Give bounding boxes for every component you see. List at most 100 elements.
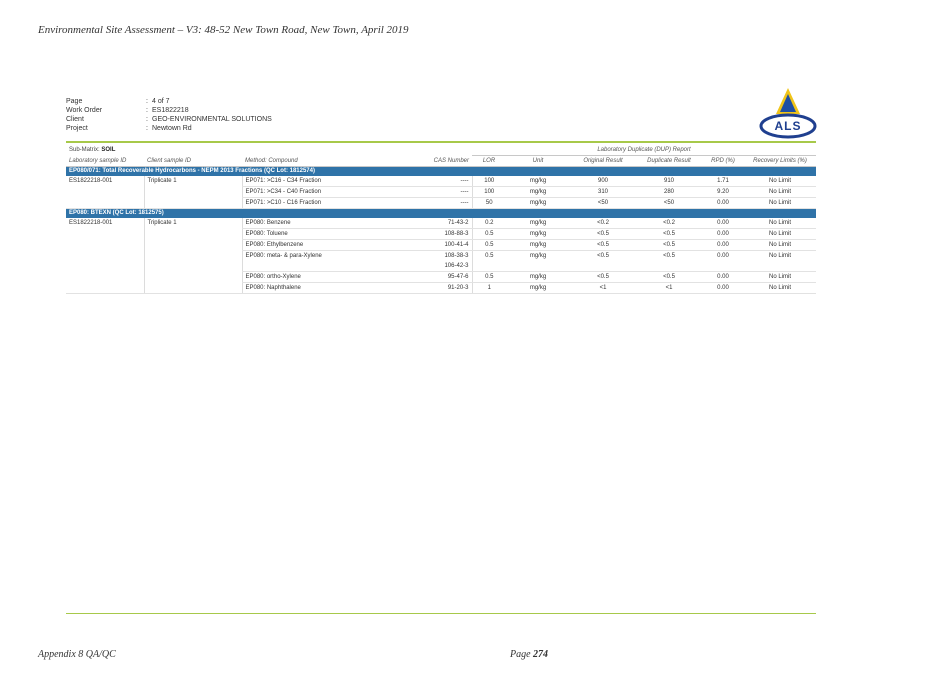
unit: mg/kg xyxy=(529,253,547,259)
meta-value: GEO-ENVIRONMENTAL SOLUTIONS xyxy=(152,116,272,123)
logo-text: ALS xyxy=(774,119,802,133)
recovery-limits: No Limit xyxy=(744,197,816,209)
client-sample-id: Triplicate 1 xyxy=(143,176,242,209)
recovery-limits: No Limit xyxy=(744,228,816,240)
unit: mg/kg xyxy=(506,228,570,240)
unit: mg/kg xyxy=(506,186,570,198)
original-result: <0.5 xyxy=(570,228,636,240)
cas-number: 91-20-3 xyxy=(372,282,472,294)
meta-row-work-order: Work Order : ES1822218 xyxy=(66,107,189,114)
original-result: <0.2 xyxy=(570,218,636,229)
caption-row: Sub-Matrix: SOIL Laboratory Duplicate (D… xyxy=(66,145,816,156)
lab-sample-id: ES1822218-001 xyxy=(66,218,144,294)
report-caption: Laboratory Duplicate (DUP) Report xyxy=(472,145,816,156)
duplicate-result: <0.2 xyxy=(636,218,702,229)
cas-number: ---- xyxy=(372,176,472,187)
duplicate-result: <0.5 xyxy=(636,271,702,283)
meta-label: Page xyxy=(66,98,83,105)
rpd: 0.00 xyxy=(702,271,744,283)
meta-label: Project xyxy=(66,125,88,132)
duplicate-result: <0.5 xyxy=(636,239,702,251)
lor: 0.5 xyxy=(471,250,506,261)
lor: 0.5 xyxy=(471,228,506,240)
cas-number: 108-88-3 xyxy=(372,228,472,240)
footer-page-label: Page xyxy=(510,649,531,660)
client-sample-id: Triplicate 1 xyxy=(143,218,242,294)
rpd: 0.00 xyxy=(702,197,744,209)
col-header: Unit xyxy=(506,155,570,167)
table-row: EP080: Toluene 108-88-3 0.5 mg/kg <0.5 <… xyxy=(66,228,816,240)
lor: 100 xyxy=(471,186,506,198)
cas-number: 106-42-3 xyxy=(372,261,472,272)
col-header: Duplicate Result xyxy=(636,155,702,167)
lab-sample-id: ES1822218-001 xyxy=(66,176,144,209)
report-meta: Page : 4 of 7 Work Order : ES1822218 Cli… xyxy=(66,97,272,133)
unit: mg/kg xyxy=(506,282,570,294)
sub-matrix: Sub-Matrix: SOIL xyxy=(66,145,472,156)
compound: EP080: Toluene xyxy=(241,228,372,240)
compound: EP071: >C16 - C34 Fraction xyxy=(241,176,372,187)
table-row: EP071: >C34 - C40 Fraction ---- 100 mg/k… xyxy=(66,186,816,198)
cas-number: ---- xyxy=(372,186,472,198)
col-header: Recovery Limits (%) xyxy=(744,155,816,167)
lor: 1 xyxy=(471,282,506,294)
meta-label: Work Order xyxy=(66,107,103,114)
original-result: <0.5 xyxy=(570,271,636,283)
sub-matrix-value: SOIL xyxy=(101,147,116,154)
col-header: Client sample ID xyxy=(144,155,242,167)
table-row: EP080: Naphthalene 91-20-3 1 mg/kg <1 <1… xyxy=(66,282,816,294)
compound: EP071: >C10 - C16 Fraction xyxy=(241,197,372,209)
unit: mg/kg xyxy=(506,271,570,283)
cas-number: ---- xyxy=(372,197,472,209)
document-header: Environmental Site Assessment – V3: 48-5… xyxy=(38,24,409,36)
meta-value: Newtown Rd xyxy=(152,125,192,132)
footer-page: Page 274 xyxy=(510,649,548,660)
compound: EP080: Naphthalene xyxy=(241,282,372,294)
rpd: 0.00 xyxy=(702,239,744,251)
header-row: Laboratory sample ID Client sample ID Me… xyxy=(66,155,816,167)
group-title: EP080/071: Total Recoverable Hydrocarbon… xyxy=(66,166,816,176)
footer-rule xyxy=(66,613,816,614)
compound: EP080: Benzene xyxy=(241,218,372,229)
table-row: EP071: >C10 - C16 Fraction ---- 50 mg/kg… xyxy=(66,197,816,209)
cas-number: 71-43-2 xyxy=(372,218,472,229)
col-header: RPD (%) xyxy=(702,155,744,167)
meta-label: Client xyxy=(66,116,84,123)
unit: mg/kg xyxy=(506,176,570,187)
als-logo-icon xyxy=(759,88,817,139)
original-result: <50 xyxy=(570,197,636,209)
meta-row-client: Client : GEO-ENVIRONMENTAL SOLUTIONS xyxy=(66,116,272,123)
group-band: EP080/071: Total Recoverable Hydrocarbon… xyxy=(66,166,816,176)
compound: EP080: ortho-Xylene xyxy=(241,271,372,283)
original-result: 310 xyxy=(570,186,636,198)
recovery-limits: No Limit xyxy=(744,176,816,187)
duplicate-result: <50 xyxy=(636,197,702,209)
recovery-limits: No Limit xyxy=(744,186,816,198)
original-result: 900 xyxy=(570,176,636,187)
col-header: Laboratory sample ID xyxy=(66,155,144,167)
rpd: 0.00 xyxy=(702,218,744,229)
lor: 0.5 xyxy=(471,239,506,251)
table-row: ES1822218-001 Triplicate 1 EP071: >C16 -… xyxy=(66,176,816,209)
meta-row-project: Project : Newtown Rd xyxy=(66,125,192,132)
col-header: LOR xyxy=(472,155,506,167)
original-result: <1 xyxy=(570,282,636,294)
duplicate-result: <1 xyxy=(636,282,702,294)
recovery-limits: No Limit xyxy=(744,282,816,294)
original-result: <0.5 xyxy=(570,239,636,251)
duplicate-result: <0.5 xyxy=(663,253,675,259)
group-title: EP080: BTEXN (QC Lot: 1812575) xyxy=(66,208,816,218)
meta-row-page: Page : 4 of 7 xyxy=(66,98,170,105)
table-row: EP080: meta- & para-Xylene 108-38-3 0.5 … xyxy=(66,250,816,261)
duplicate-result: 280 xyxy=(636,186,702,198)
rpd: 1.71 xyxy=(702,176,744,187)
rpd: 0.00 xyxy=(702,228,744,240)
lor: 0.2 xyxy=(471,218,506,229)
footer-appendix: Appendix 8 QA/QC xyxy=(38,649,116,660)
footer-page-number: 274 xyxy=(533,649,549,660)
lor: 100 xyxy=(471,176,506,187)
rpd: 0.00 xyxy=(717,253,729,259)
recovery-limits: No Limit xyxy=(768,253,791,259)
compound: EP071: >C34 - C40 Fraction xyxy=(241,186,372,198)
lor: 0.5 xyxy=(471,271,506,283)
